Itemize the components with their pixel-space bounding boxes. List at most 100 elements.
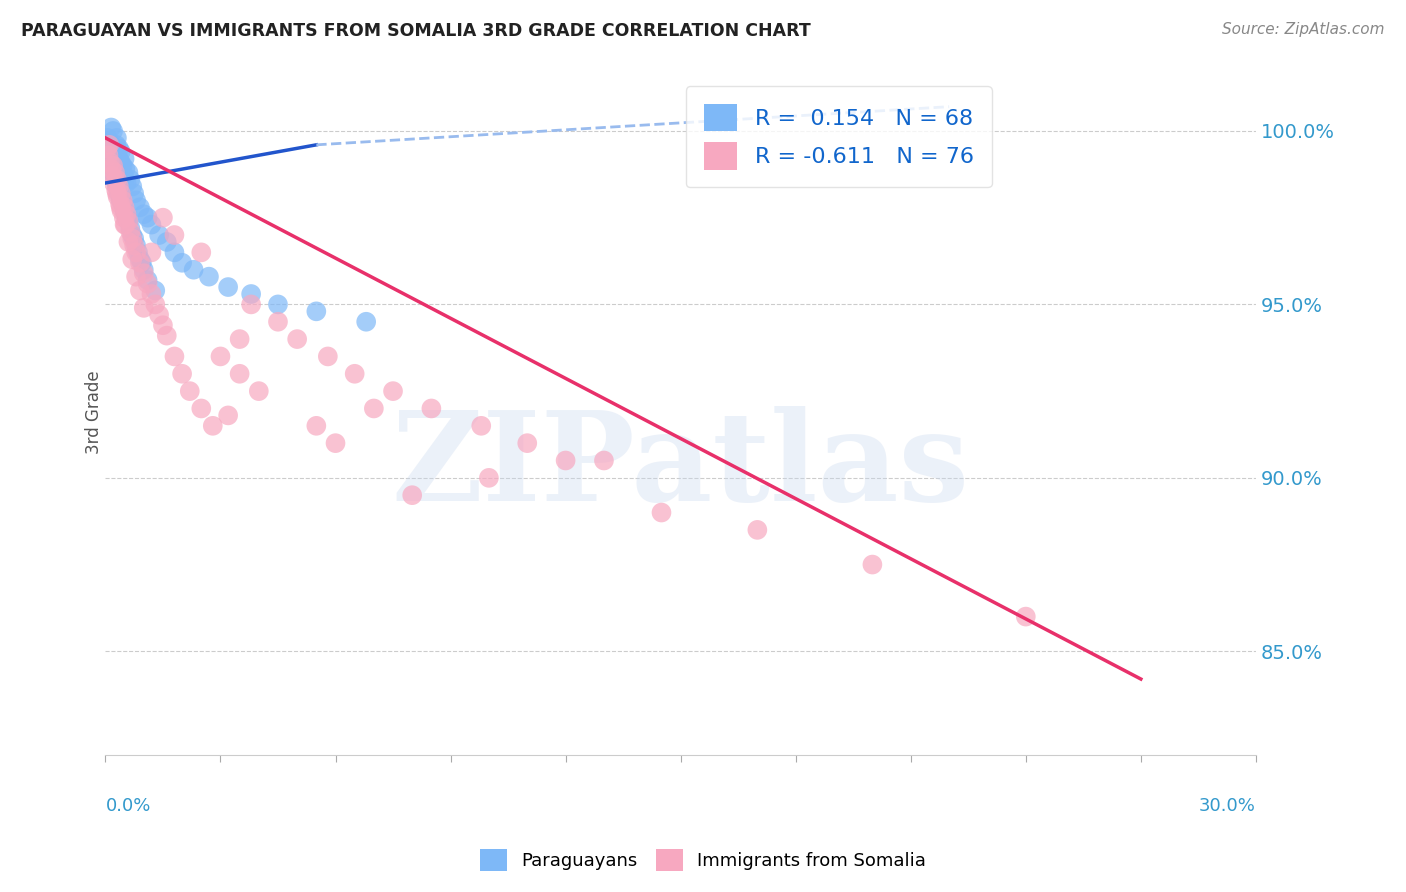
Point: [148, 308, 170, 322]
Point: [121, 252, 143, 267]
Point: [121, 231, 143, 245]
Point: [103, 152, 125, 166]
Point: [132, 301, 155, 315]
Point: [122, 238, 145, 252]
Point: [110, 186, 132, 201]
Point: [111, 196, 134, 211]
Point: [112, 169, 135, 183]
Point: [129, 200, 152, 214]
Point: [100, 120, 122, 135]
Point: [114, 162, 136, 177]
Point: [285, 332, 308, 346]
Point: [860, 558, 883, 572]
Point: [98, 137, 121, 152]
Point: [152, 211, 174, 225]
Point: [228, 332, 250, 346]
Point: [240, 297, 263, 311]
Point: [305, 418, 328, 433]
Point: [110, 145, 132, 159]
Point: [163, 245, 186, 260]
Text: 0.0%: 0.0%: [105, 797, 150, 814]
Point: [101, 169, 124, 183]
Point: [110, 155, 132, 169]
Point: [650, 506, 672, 520]
Point: [101, 148, 124, 162]
Point: [129, 284, 152, 298]
Point: [593, 453, 616, 467]
Point: [98, 145, 121, 159]
Point: [110, 165, 132, 179]
Text: ZIPatlas: ZIPatlas: [392, 407, 970, 527]
Point: [201, 418, 224, 433]
Point: [240, 287, 263, 301]
Point: [114, 218, 136, 232]
Point: [172, 367, 194, 381]
Point: [190, 401, 212, 416]
Point: [136, 211, 159, 225]
Point: [100, 159, 122, 173]
Point: [100, 137, 122, 152]
Point: [156, 328, 179, 343]
Point: [125, 245, 148, 260]
Point: [107, 159, 129, 173]
Point: [156, 235, 179, 249]
Point: [117, 165, 139, 179]
Point: [354, 315, 377, 329]
Point: [267, 297, 290, 311]
Point: [747, 523, 769, 537]
Point: [163, 350, 186, 364]
Point: [228, 367, 250, 381]
Point: [305, 304, 328, 318]
Point: [107, 190, 129, 204]
Point: [132, 266, 155, 280]
Point: [97, 148, 120, 162]
Point: [108, 196, 131, 211]
Point: [97, 141, 120, 155]
Legend: R =  0.154   N = 68, R = -0.611   N = 76: R = 0.154 N = 68, R = -0.611 N = 76: [686, 87, 991, 187]
Point: [120, 172, 142, 186]
Point: [117, 214, 139, 228]
Point: [104, 145, 127, 159]
Point: [115, 207, 138, 221]
Point: [111, 159, 134, 173]
Point: [96, 141, 118, 155]
Point: [382, 384, 405, 398]
Point: [104, 165, 127, 179]
Point: [125, 238, 148, 252]
Point: [363, 401, 385, 416]
Point: [104, 172, 127, 186]
Point: [110, 200, 132, 214]
Point: [131, 256, 153, 270]
Point: [141, 245, 163, 260]
Point: [121, 179, 143, 194]
Point: [115, 176, 138, 190]
Point: [108, 179, 131, 194]
Point: [125, 269, 148, 284]
Point: [217, 409, 239, 423]
Point: [132, 207, 155, 221]
Point: [516, 436, 538, 450]
Point: [114, 172, 136, 186]
Point: [136, 277, 159, 291]
Text: 30.0%: 30.0%: [1199, 797, 1256, 814]
Point: [101, 141, 124, 155]
Point: [114, 218, 136, 232]
Point: [121, 227, 143, 242]
Point: [117, 214, 139, 228]
Point: [179, 384, 201, 398]
Text: PARAGUAYAN VS IMMIGRANTS FROM SOMALIA 3RD GRADE CORRELATION CHART: PARAGUAYAN VS IMMIGRANTS FROM SOMALIA 3R…: [21, 22, 811, 40]
Point: [110, 194, 132, 208]
Point: [247, 384, 270, 398]
Point: [132, 262, 155, 277]
Point: [105, 137, 128, 152]
Point: [112, 211, 135, 225]
Point: [148, 227, 170, 242]
Point: [105, 179, 128, 194]
Point: [117, 235, 139, 249]
Point: [554, 453, 576, 467]
Point: [115, 211, 138, 225]
Legend: Paraguayans, Immigrants from Somalia: Paraguayans, Immigrants from Somalia: [472, 842, 934, 879]
Point: [343, 367, 366, 381]
Point: [217, 280, 239, 294]
Point: [141, 287, 163, 301]
